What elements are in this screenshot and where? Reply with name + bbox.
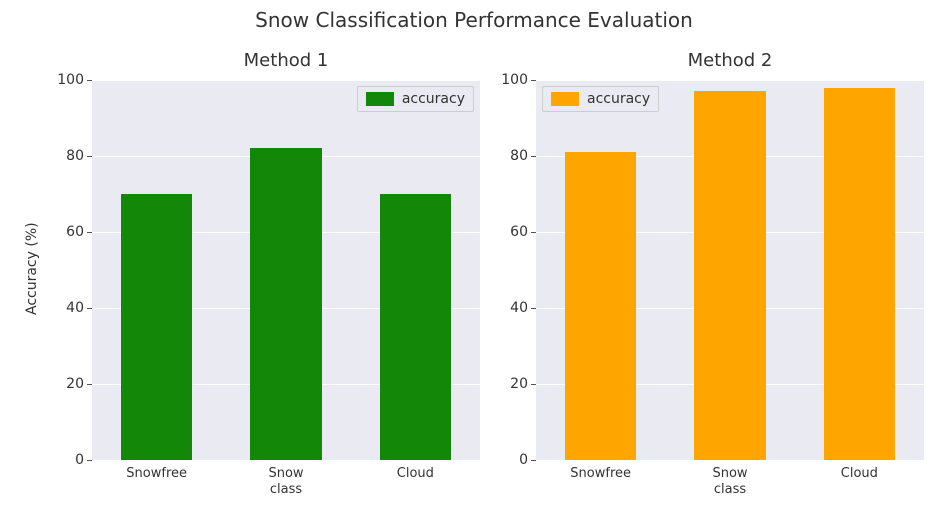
gridline: [92, 460, 480, 461]
xtick-label: Snow class: [221, 466, 350, 497]
legend-swatch: [366, 92, 394, 106]
bar: [565, 152, 636, 460]
bar: [380, 194, 451, 460]
legend-label: accuracy: [402, 91, 465, 107]
xtick-label: Cloud: [351, 466, 480, 482]
ytick-label: 80: [492, 148, 528, 164]
ytick-label: 60: [44, 224, 84, 240]
xtick-label: Snowfree: [536, 466, 665, 482]
subplot-title-0: Method 1: [92, 50, 480, 71]
ytick-mark: [87, 232, 92, 233]
ytick-mark: [531, 460, 536, 461]
xtick-label: Snowfree: [92, 466, 221, 482]
ytick-mark: [87, 384, 92, 385]
ytick-label: 80: [44, 148, 84, 164]
figure-suptitle: Snow Classification Performance Evaluati…: [0, 8, 948, 32]
ytick-mark: [531, 80, 536, 81]
xtick-label: Snow class: [665, 466, 794, 497]
ytick-mark: [531, 384, 536, 385]
legend: accuracy: [357, 86, 474, 112]
plot-area-method1: 020406080100SnowfreeSnow classCloudaccur…: [92, 80, 480, 460]
y-axis-label: Accuracy (%): [24, 222, 40, 315]
ytick-label: 0: [44, 452, 84, 468]
bar: [121, 194, 192, 460]
gridline: [536, 80, 924, 81]
ytick-label: 100: [492, 72, 528, 88]
gridline: [92, 80, 480, 81]
legend-swatch: [551, 92, 579, 106]
legend: accuracy: [542, 86, 659, 112]
ytick-mark: [87, 308, 92, 309]
ytick-label: 100: [44, 72, 84, 88]
ytick-label: 20: [44, 376, 84, 392]
ytick-mark: [531, 156, 536, 157]
ytick-mark: [531, 308, 536, 309]
ytick-mark: [531, 232, 536, 233]
ytick-label: 60: [492, 224, 528, 240]
ytick-mark: [87, 156, 92, 157]
bar: [824, 88, 895, 460]
subplot-title-1: Method 2: [536, 50, 924, 71]
ytick-label: 20: [492, 376, 528, 392]
bar: [694, 91, 765, 460]
xtick-label: Cloud: [795, 466, 924, 482]
ytick-label: 0: [492, 452, 528, 468]
gridline: [536, 460, 924, 461]
ytick-label: 40: [492, 300, 528, 316]
plot-area-method2: 020406080100SnowfreeSnow classCloudaccur…: [536, 80, 924, 460]
ytick-mark: [87, 80, 92, 81]
ytick-label: 40: [44, 300, 84, 316]
legend-label: accuracy: [587, 91, 650, 107]
ytick-mark: [87, 460, 92, 461]
figure: Snow Classification Performance Evaluati…: [0, 0, 948, 530]
bar: [250, 148, 321, 460]
